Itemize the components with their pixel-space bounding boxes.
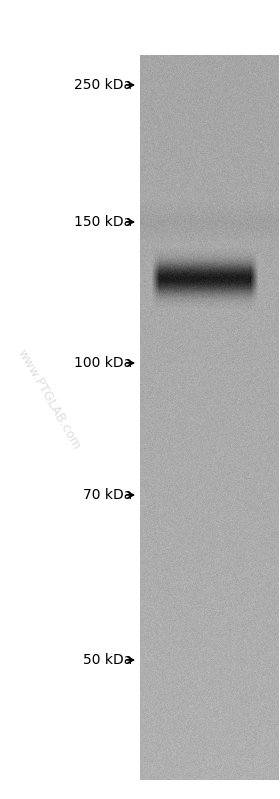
Text: www.PTGLAB.com: www.PTGLAB.com bbox=[15, 347, 83, 452]
Text: 150 kDa: 150 kDa bbox=[74, 215, 132, 229]
Text: 50 kDa: 50 kDa bbox=[83, 653, 132, 667]
Text: 100 kDa: 100 kDa bbox=[74, 356, 132, 370]
Text: 70 kDa: 70 kDa bbox=[83, 488, 132, 502]
Text: 250 kDa: 250 kDa bbox=[74, 78, 132, 92]
